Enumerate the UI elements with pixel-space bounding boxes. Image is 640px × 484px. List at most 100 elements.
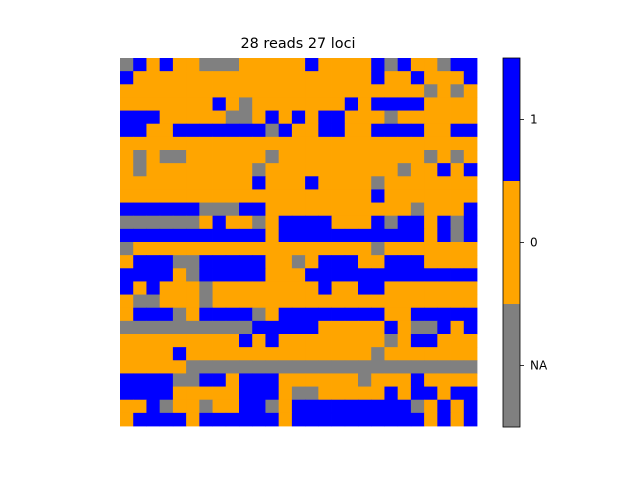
heatmap-cell	[278, 136, 293, 151]
heatmap-cell	[344, 334, 359, 348]
heatmap-cell	[120, 97, 134, 111]
heatmap-cell	[318, 320, 332, 335]
heatmap-cell	[410, 97, 425, 111]
heatmap-cell	[199, 334, 213, 348]
heatmap-cell	[252, 71, 266, 85]
heatmap-cell	[212, 334, 227, 348]
heatmap-cell	[371, 255, 385, 269]
chart-title: 28 reads 27 loci	[241, 36, 356, 52]
heatmap-cell	[278, 58, 293, 72]
heatmap-cell	[278, 176, 293, 190]
heatmap-cell	[172, 71, 187, 85]
heatmap-cell	[252, 189, 266, 203]
heatmap-cell	[305, 202, 319, 217]
heatmap-cell	[450, 58, 465, 72]
heatmap-cell	[291, 307, 306, 322]
heatmap-cell	[437, 307, 451, 322]
heatmap-cell	[239, 136, 253, 151]
heatmap-cell	[225, 347, 240, 361]
heatmap-cell	[305, 228, 319, 243]
heatmap-cell	[225, 202, 240, 217]
heatmap-cell	[463, 58, 478, 72]
heatmap-cell	[397, 71, 412, 85]
heatmap-cell	[358, 242, 372, 256]
heatmap-cell	[278, 189, 293, 203]
heatmap-cell	[239, 215, 253, 230]
heatmap-cell	[384, 294, 399, 309]
heatmap-cell	[410, 202, 425, 217]
heatmap-cell	[397, 202, 412, 217]
heatmap-cell	[437, 58, 451, 72]
heatmap-cell	[463, 228, 478, 243]
heatmap-cell	[225, 58, 240, 72]
heatmap-cell	[120, 150, 134, 164]
heatmap-cell	[252, 268, 266, 282]
heatmap-cell	[291, 281, 306, 295]
heatmap-cell	[278, 399, 293, 414]
heatmap-cell	[120, 189, 134, 203]
heatmap-cell	[450, 189, 465, 203]
heatmap-cell	[305, 307, 319, 322]
heatmap-cell	[265, 386, 280, 401]
heatmap-cell	[291, 110, 306, 125]
heatmap-cell	[424, 281, 438, 295]
heatmap-cell	[159, 150, 174, 164]
heatmap-cell	[291, 399, 306, 414]
heatmap-cell	[291, 202, 306, 217]
heatmap-cell	[172, 123, 187, 138]
heatmap-cell	[212, 242, 227, 256]
heatmap-cell	[424, 412, 438, 427]
heatmap-cell	[146, 307, 161, 322]
heatmap-cell	[410, 294, 425, 309]
heatmap-cell	[291, 84, 306, 98]
colorbar-segment-na	[503, 304, 520, 428]
heatmap-cell	[133, 228, 147, 243]
heatmap-cell	[384, 255, 399, 269]
heatmap-cell	[450, 110, 465, 125]
heatmap-cell	[265, 215, 280, 230]
heatmap-cell	[384, 97, 399, 111]
heatmap-cell	[424, 71, 438, 85]
heatmap-cell	[371, 228, 385, 243]
heatmap-cell	[186, 347, 200, 361]
heatmap-cell	[437, 255, 451, 269]
heatmap-cell	[463, 347, 478, 361]
heatmap-cell	[172, 373, 187, 387]
heatmap-cell	[225, 399, 240, 414]
heatmap-cell	[159, 123, 174, 138]
heatmap-cell	[146, 150, 161, 164]
heatmap-cell	[384, 176, 399, 190]
heatmap-cell	[463, 163, 478, 177]
heatmap-cell	[239, 373, 253, 387]
heatmap-cell	[437, 281, 451, 295]
heatmap-cell	[252, 84, 266, 98]
heatmap-cell	[133, 347, 147, 361]
heatmap-cell	[159, 189, 174, 203]
heatmap-cell	[291, 123, 306, 138]
heatmap-cell	[199, 242, 213, 256]
heatmap-cell	[331, 58, 346, 72]
heatmap-cell	[278, 71, 293, 85]
heatmap-cell	[437, 84, 451, 98]
heatmap-cell	[265, 58, 280, 72]
heatmap-cell	[265, 110, 280, 125]
heatmap-cell	[172, 307, 187, 322]
heatmap-cell	[358, 176, 372, 190]
heatmap-cell	[450, 294, 465, 309]
heatmap-cell	[305, 123, 319, 138]
heatmap-cell	[212, 228, 227, 243]
heatmap-cell	[424, 97, 438, 111]
heatmap-cell	[212, 202, 227, 217]
heatmap-cell	[397, 84, 412, 98]
heatmap-cell	[344, 110, 359, 125]
heatmap-cell	[120, 255, 134, 269]
heatmap-cell	[120, 163, 134, 177]
heatmap-cell	[133, 163, 147, 177]
heatmap-cell	[225, 268, 240, 282]
heatmap-cell	[120, 294, 134, 309]
heatmap-cell	[172, 228, 187, 243]
heatmap-cell	[358, 58, 372, 72]
heatmap-cell	[159, 176, 174, 190]
heatmap-cell	[278, 255, 293, 269]
heatmap-cell	[463, 373, 478, 387]
